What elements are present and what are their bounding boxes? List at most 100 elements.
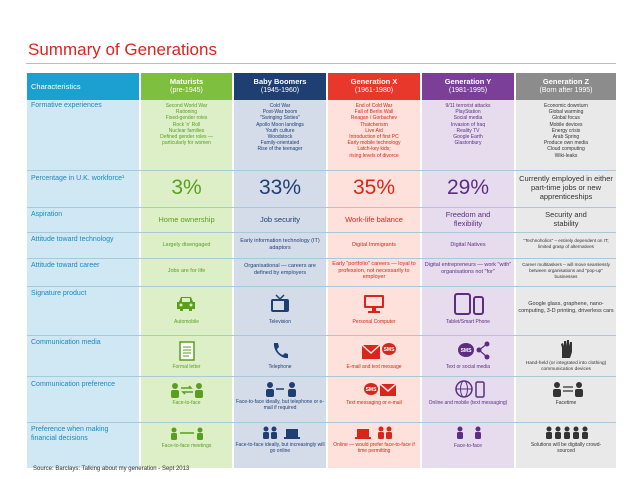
formative-item: Energy crisis xyxy=(551,127,581,134)
preference-generation-z: Facetime xyxy=(555,400,577,406)
formative-item: Economic downturn xyxy=(544,103,588,109)
technology-generation-x: Digital Immigrants xyxy=(351,242,396,248)
formative-generation-z: Economic downturn Global warming Global … xyxy=(516,103,616,159)
header-years: (1945-1960) xyxy=(260,87,300,94)
phone-email-icon xyxy=(266,382,296,397)
preference-generation-y: Online and mobile (text messaging) xyxy=(428,400,508,406)
technology-generation-z: "Technoholics" – entirely dependent on I… xyxy=(523,238,609,249)
formative-item: Apollo Moon landings xyxy=(256,121,304,128)
svg-text:SMS: SMS xyxy=(384,347,396,353)
formative-item: Reagan / Gorbachev xyxy=(350,115,398,122)
telephone-icon xyxy=(273,343,288,359)
formative-maturists: Second World War Rationing Fixed-gender … xyxy=(141,103,232,146)
formative-item: Mobile devices xyxy=(549,121,583,128)
letter-icon xyxy=(179,341,195,361)
hand-device-icon xyxy=(561,340,572,358)
percentage-generation-z: Currently employed in either part-time j… xyxy=(519,174,613,201)
formative-item: "Swinging Sixties" xyxy=(260,115,300,122)
row-label-technology: Attitude toward technology xyxy=(31,236,114,243)
row-divider xyxy=(27,258,616,259)
formative-item: Fixed-gender roles xyxy=(165,115,208,122)
formative-item: Second World War xyxy=(165,103,208,109)
product-maturists: Automobile xyxy=(173,319,199,325)
financial-generation-x: Online — would prefer face-to-face if ti… xyxy=(333,442,415,455)
media-baby-boomers: Telephone xyxy=(268,364,292,370)
online-mobile-icon xyxy=(455,380,485,398)
formative-baby-boomers: Cold War Post-War boom "Swinging Sixties… xyxy=(234,103,326,153)
formative-item: Cloud computing xyxy=(547,146,585,153)
formative-item: Social media xyxy=(453,115,483,122)
header-characteristics-label: Characteristics xyxy=(31,82,81,91)
computer-icon xyxy=(364,295,384,313)
baby-boomers-column xyxy=(234,73,326,468)
formative-item: Reality TV xyxy=(456,127,480,134)
generations-table: Characteristics Maturists (pre-1945) Bab… xyxy=(27,73,616,468)
header-name: Baby Boomers xyxy=(253,77,307,86)
aspiration-maturists: Home ownership xyxy=(158,215,215,224)
formative-generation-y: 9/11 terrorist attacks PlayStation Socia… xyxy=(422,103,514,146)
technology-maturists: Largely disengaged xyxy=(162,242,211,248)
header-generation-x: Generation X (1961-1980) xyxy=(328,73,420,100)
product-generation-x: Personal Computer xyxy=(352,319,396,325)
percentage-generation-y: 29% xyxy=(446,176,490,199)
header-maturists: Maturists (pre-1945) xyxy=(141,73,232,100)
meeting-people-icon xyxy=(171,427,203,440)
formative-item: rising levels of divorce xyxy=(349,152,399,159)
formative-item: Google Earth xyxy=(453,134,483,141)
formative-item: End of Cold War xyxy=(355,103,393,109)
row-label-product: Signature product xyxy=(31,290,87,297)
financial-maturists: Face-to-face meetings xyxy=(161,443,212,449)
header-name: Generation Z xyxy=(542,77,590,86)
formative-item: Woodstock xyxy=(267,134,293,141)
header-characteristics: Characteristics xyxy=(27,73,139,100)
people-laptop-icon xyxy=(263,426,300,439)
product-generation-z: Google glass, graphene, nano-computing, … xyxy=(518,301,614,314)
preference-baby-boomers: Face-to-face ideally, but telephone or e… xyxy=(235,399,324,412)
formative-item: Produce own media xyxy=(543,140,589,147)
row-divider xyxy=(27,170,616,171)
header-name: Generation Y xyxy=(444,77,492,86)
career-maturists: Jobs are for life xyxy=(167,268,206,274)
generation-y-column xyxy=(422,73,514,468)
technology-baby-boomers: Early information technology (IT) adapto… xyxy=(240,238,320,251)
media-generation-y: Text or social media xyxy=(445,364,491,370)
formative-item: Family-orientated xyxy=(260,140,300,147)
career-generation-y: Digital entrepreneurs — work "with" orga… xyxy=(424,262,512,275)
laptop-people-icon xyxy=(355,426,392,439)
header-name: Generation X xyxy=(350,77,398,86)
header-years: (Born after 1995) xyxy=(539,87,593,94)
product-baby-boomers: Television xyxy=(269,319,291,325)
media-generation-z: Hand-held (or integrated into clothing) … xyxy=(525,361,607,372)
aspiration-baby-boomers: Job security xyxy=(259,215,301,224)
television-icon xyxy=(271,294,289,312)
generation-x-column xyxy=(328,73,420,468)
formative-item: Post-War boom xyxy=(262,109,298,116)
preference-maturists: Face-to-face xyxy=(172,400,201,406)
header-generation-y: Generation Y (1981-1995) xyxy=(422,73,514,100)
row-label-formative: Formative experiences xyxy=(31,102,102,109)
formative-item: 9/11 terrorist attacks xyxy=(445,103,491,109)
formative-item: Defined gender roles — xyxy=(160,134,213,141)
media-generation-x: E-mail and text message xyxy=(346,364,402,370)
career-generation-z: Career multitaskers – will move seamless… xyxy=(522,262,610,279)
formative-item: Cold War xyxy=(269,103,291,109)
header-years: (pre-1945) xyxy=(170,87,203,94)
career-generation-x: Early "portfolio" careers — loyal to pro… xyxy=(332,261,416,280)
formative-item: PlayStation xyxy=(455,109,481,116)
percentage-baby-boomers: 33% xyxy=(258,176,302,199)
row-label-aspiration: Aspiration xyxy=(31,211,63,218)
technology-generation-y: Digital Natives xyxy=(450,242,486,248)
face-to-face-icon xyxy=(171,383,203,398)
formative-item: Latch-key kids; xyxy=(357,146,391,153)
percentage-maturists: 3% xyxy=(171,176,202,199)
car-icon xyxy=(177,297,195,311)
percentage-generation-x: 35% xyxy=(352,176,396,199)
formative-item: Global focus xyxy=(552,115,580,122)
formative-item: Youth culture xyxy=(265,127,295,134)
row-label-preference: Communication preference xyxy=(31,381,116,388)
formative-item: particularly for women xyxy=(162,140,211,147)
row-divider xyxy=(27,422,616,423)
financial-baby-boomers: Face-to-face ideally, but increasingly w… xyxy=(235,442,325,455)
formative-item: Nuclear families xyxy=(168,127,205,134)
header-name: Maturists xyxy=(169,77,204,86)
